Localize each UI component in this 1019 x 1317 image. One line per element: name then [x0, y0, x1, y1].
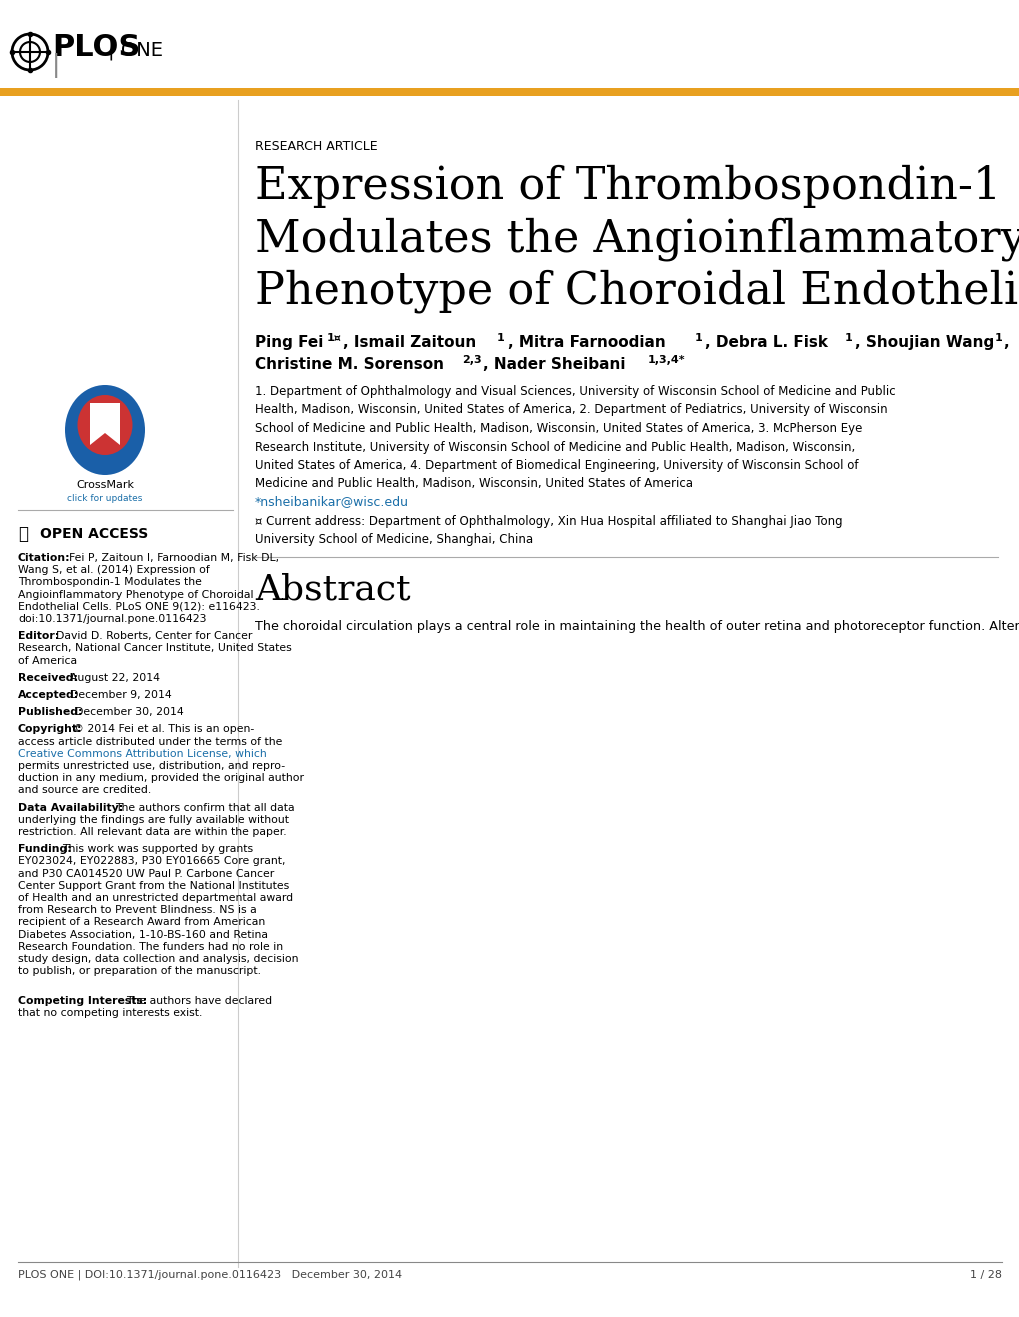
- Text: , Shoujian Wang: , Shoujian Wang: [854, 335, 994, 350]
- Text: , Debra L. Fisk: , Debra L. Fisk: [704, 335, 827, 350]
- Text: The choroidal circulation plays a central role in maintaining the health of oute: The choroidal circulation plays a centra…: [255, 620, 1019, 633]
- Text: that no competing interests exist.: that no competing interests exist.: [18, 1008, 202, 1018]
- Text: Published:: Published:: [18, 707, 83, 718]
- Text: doi:10.1371/journal.pone.0116423: doi:10.1371/journal.pone.0116423: [18, 614, 206, 624]
- Text: 1,3,4*: 1,3,4*: [647, 356, 685, 365]
- Text: Copyright:: Copyright:: [18, 724, 83, 735]
- Text: Angioinflammatory Phenotype of Choroidal: Angioinflammatory Phenotype of Choroidal: [18, 590, 254, 599]
- Text: December 9, 2014: December 9, 2014: [70, 690, 171, 701]
- Text: *nsheibanikar@wisc.edu: *nsheibanikar@wisc.edu: [255, 495, 409, 508]
- Text: The authors confirm that all data: The authors confirm that all data: [115, 802, 294, 813]
- Text: Data Availability:: Data Availability:: [18, 802, 123, 813]
- Text: Research, National Cancer Institute, United States: Research, National Cancer Institute, Uni…: [18, 644, 291, 653]
- Text: CrossMark: CrossMark: [76, 479, 133, 490]
- Text: permits unrestricted use, distribution, and repro-: permits unrestricted use, distribution, …: [18, 761, 285, 770]
- Text: of America: of America: [18, 656, 77, 665]
- Text: access article distributed under the terms of the: access article distributed under the ter…: [18, 736, 282, 747]
- Text: Endothelial Cells. PLoS ONE 9(12): e116423.: Endothelial Cells. PLoS ONE 9(12): e1164…: [18, 602, 260, 612]
- Text: PLOS: PLOS: [52, 33, 141, 62]
- Text: and P30 CA014520 UW Paul P. Carbone Cancer: and P30 CA014520 UW Paul P. Carbone Canc…: [18, 869, 274, 878]
- Text: 1: 1: [844, 333, 852, 342]
- Text: Wang S, et al. (2014) Expression of: Wang S, et al. (2014) Expression of: [18, 565, 210, 576]
- Text: 1: 1: [694, 333, 702, 342]
- Text: and source are credited.: and source are credited.: [18, 785, 151, 795]
- Text: 1: 1: [994, 333, 1002, 342]
- Text: 🔓: 🔓: [18, 525, 28, 543]
- Text: Funding:: Funding:: [18, 844, 71, 855]
- Text: RESEARCH ARTICLE: RESEARCH ARTICLE: [255, 140, 377, 153]
- Text: December 30, 2014: December 30, 2014: [75, 707, 183, 718]
- Text: Abstract: Abstract: [255, 572, 411, 606]
- Text: 1¤: 1¤: [327, 333, 341, 342]
- Text: Ping Fei: Ping Fei: [255, 335, 323, 350]
- Text: David D. Roberts, Center for Cancer: David D. Roberts, Center for Cancer: [56, 631, 252, 641]
- Text: | ONE: | ONE: [108, 41, 163, 59]
- Text: Accepted:: Accepted:: [18, 690, 79, 701]
- Text: duction in any medium, provided the original author: duction in any medium, provided the orig…: [18, 773, 304, 784]
- Text: , Mitra Farnoodian: , Mitra Farnoodian: [507, 335, 665, 350]
- Text: EY023024, EY022883, P30 EY016665 Core grant,: EY023024, EY022883, P30 EY016665 Core gr…: [18, 856, 285, 867]
- Text: underlying the findings are fully available without: underlying the findings are fully availa…: [18, 815, 288, 824]
- Text: |: |: [52, 53, 60, 78]
- Text: click for updates: click for updates: [67, 494, 143, 503]
- Text: Research Foundation. The funders had no role in: Research Foundation. The funders had no …: [18, 942, 283, 952]
- Text: 1: 1: [496, 333, 504, 342]
- Text: recipient of a Research Award from American: recipient of a Research Award from Ameri…: [18, 918, 265, 927]
- Text: August 22, 2014: August 22, 2014: [70, 673, 160, 682]
- Ellipse shape: [65, 385, 145, 475]
- Text: Center Support Grant from the National Institutes: Center Support Grant from the National I…: [18, 881, 289, 890]
- Text: PLOS ONE | DOI:10.1371/journal.pone.0116423   December 30, 2014: PLOS ONE | DOI:10.1371/journal.pone.0116…: [18, 1270, 401, 1280]
- Text: Christine M. Sorenson: Christine M. Sorenson: [255, 357, 443, 371]
- Text: ,: ,: [1002, 335, 1008, 350]
- Text: Received:: Received:: [18, 673, 77, 682]
- Text: Competing Interests:: Competing Interests:: [18, 996, 147, 1006]
- Text: Phenotype of Choroidal Endothelial Cells: Phenotype of Choroidal Endothelial Cells: [255, 269, 1019, 312]
- Text: Expression of Thrombospondin-1: Expression of Thrombospondin-1: [255, 165, 1001, 208]
- Text: from Research to Prevent Blindness. NS is a: from Research to Prevent Blindness. NS i…: [18, 905, 257, 915]
- Text: The authors have declared: The authors have declared: [126, 996, 272, 1006]
- Text: © 2014 Fei et al. This is an open-: © 2014 Fei et al. This is an open-: [73, 724, 254, 735]
- Ellipse shape: [77, 395, 132, 454]
- Text: restriction. All relevant data are within the paper.: restriction. All relevant data are withi…: [18, 827, 286, 838]
- FancyBboxPatch shape: [90, 403, 120, 445]
- Text: 1 / 28: 1 / 28: [969, 1270, 1001, 1280]
- Text: Citation:: Citation:: [18, 553, 70, 562]
- Text: Creative Commons Attribution License, which: Creative Commons Attribution License, wh…: [18, 749, 267, 759]
- Text: Fei P, Zaitoun I, Farnoodian M, Fisk DL,: Fei P, Zaitoun I, Farnoodian M, Fisk DL,: [69, 553, 279, 562]
- Text: 2,3: 2,3: [462, 356, 481, 365]
- Text: Modulates the Angioinflammatory: Modulates the Angioinflammatory: [255, 217, 1019, 261]
- Polygon shape: [90, 433, 120, 445]
- Text: to publish, or preparation of the manuscript.: to publish, or preparation of the manusc…: [18, 967, 261, 976]
- Text: ¤ Current address: Department of Ophthalmology, Xin Hua Hospital affiliated to S: ¤ Current address: Department of Ophthal…: [255, 515, 842, 547]
- Bar: [0, 88, 1019, 96]
- Text: , Nader Sheibani: , Nader Sheibani: [483, 357, 625, 371]
- Text: , Ismail Zaitoun: , Ismail Zaitoun: [342, 335, 476, 350]
- Text: Diabetes Association, 1-10-BS-160 and Retina: Diabetes Association, 1-10-BS-160 and Re…: [18, 930, 268, 939]
- Text: study design, data collection and analysis, decision: study design, data collection and analys…: [18, 954, 299, 964]
- Text: of Health and an unrestricted departmental award: of Health and an unrestricted department…: [18, 893, 292, 903]
- Text: OPEN ACCESS: OPEN ACCESS: [40, 527, 148, 541]
- Text: 1. Department of Ophthalmology and Visual Sciences, University of Wisconsin Scho: 1. Department of Ophthalmology and Visua…: [255, 385, 895, 490]
- Text: This work was supported by grants: This work was supported by grants: [62, 844, 253, 855]
- Text: Editor:: Editor:: [18, 631, 59, 641]
- Text: Thrombospondin-1 Modulates the: Thrombospondin-1 Modulates the: [18, 577, 202, 587]
